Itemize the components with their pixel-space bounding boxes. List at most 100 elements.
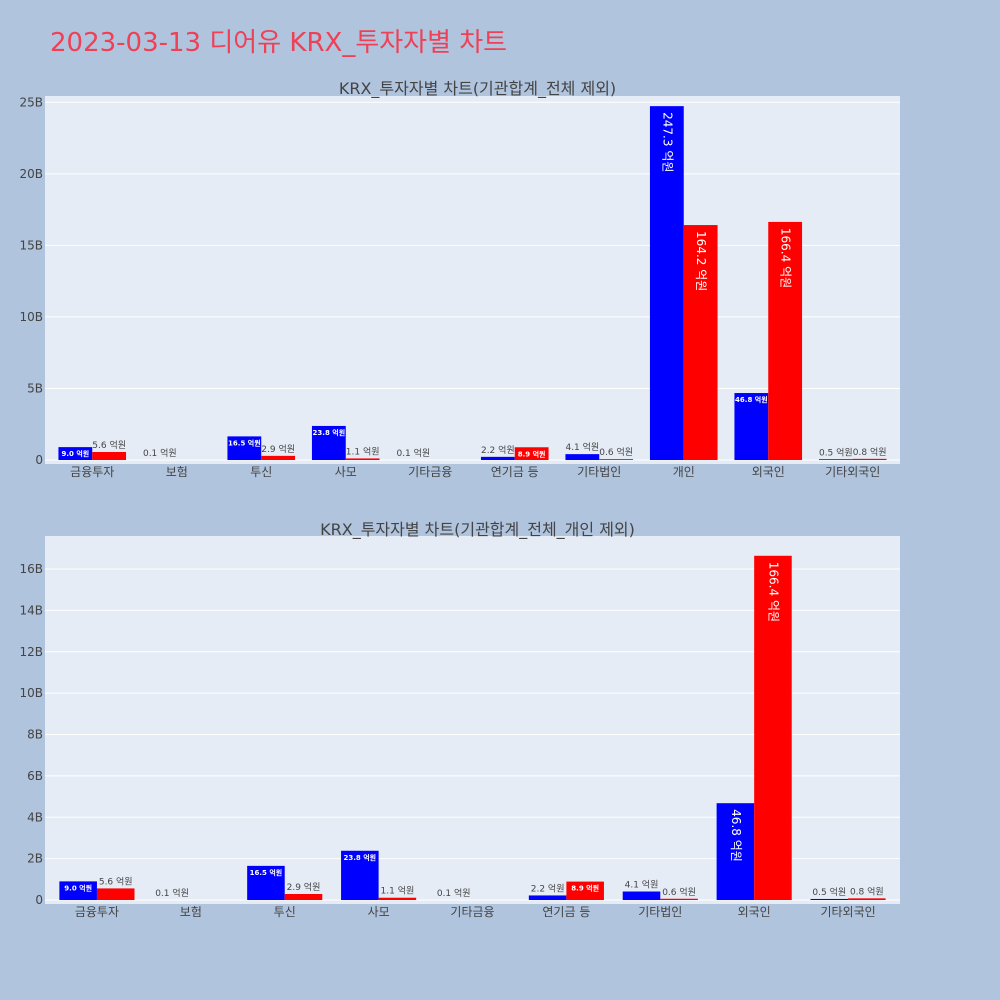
bar [480,456,515,460]
x-tick-label: 기타법인 [638,905,682,919]
x-tick-label: 사모 [335,465,357,479]
bar [660,898,698,900]
data-label: 8.9 억원 [518,449,546,458]
y-tick-label: 8B [27,728,43,742]
data-label: 0.1 억원 [437,887,471,899]
data-label: 2.9 억원 [261,443,295,455]
bar [565,454,600,460]
data-label: 0.6 억원 [599,446,633,458]
chart-panel-2: KRX_투자자별 차트(기관합계_전체_개인 제외) 0 2B 4B 6B 8B 10B 12… [19,520,900,919]
data-label: 0.5 억원 [819,446,853,458]
data-label: 8.9 억원 [571,884,599,893]
bar [566,881,604,900]
bar [59,881,97,900]
y-tick-label: 14B [19,603,43,617]
x-tick-label: 연기금 등 [542,905,590,919]
data-label: 0.1 억원 [143,447,177,459]
y-tick-label: 16B [19,562,43,576]
bar [734,393,769,460]
data-label: 4.1 억원 [625,879,659,891]
x-tick-label: 보험 [166,465,188,479]
y-tick-label: 10B [19,686,43,700]
bar [92,451,127,460]
x-tick-label: 외국인 [752,465,785,479]
bar [227,436,262,460]
bar [852,458,887,460]
chart-title: KRX_투자자별 차트(기관합계_전체 제외) [339,79,616,99]
data-label: 23.8 억원 [344,853,377,862]
data-label: 16.5 억원 [228,438,261,447]
data-label: 0.1 억원 [396,447,430,459]
y-tick-label: 10B [19,310,43,324]
x-tick-label: 투신 [250,465,272,479]
data-label: 0.1 억원 [155,887,189,899]
bar [528,895,567,900]
x-tick-label: 보험 [180,905,202,919]
data-label: 0.8 억원 [850,885,884,897]
x-tick-label: 기타금융 [408,465,452,479]
data-label: 5.6 억원 [99,875,133,887]
data-label: 166.4 억원 [766,562,780,622]
y-tick-label: 15B [19,238,43,252]
chart-title: KRX_투자자별 차트(기관합계_전체_개인 제외) [320,520,635,540]
y-tick-label: 25B [19,95,43,109]
bar [810,898,849,900]
bar [284,894,323,900]
bar [247,865,285,900]
data-label: 0.8 억원 [853,446,887,458]
bar [754,555,792,900]
data-label: 46.8 억원 [729,809,743,862]
bar [716,803,755,900]
y-tick-label: 0 [35,453,43,467]
data-label: 247.3 억원 [660,112,674,172]
data-label: 2.2 억원 [481,444,515,456]
data-label: 166.4 억원 [779,228,793,288]
y-tick-label: 5B [27,381,43,395]
y-tick-label: 4B [27,810,43,824]
data-label: 2.2 억원 [531,882,565,894]
data-label: 9.0 억원 [61,449,89,458]
data-label: 1.1 억원 [346,445,380,457]
bar [683,225,718,460]
bar [818,459,853,460]
bar [649,106,684,460]
y-tick-label: 2B [27,852,43,866]
x-tick-label: 개인 [673,465,695,479]
bar [848,898,886,900]
data-label: 23.8 억원 [313,428,346,437]
x-tick-label: 연기금 등 [491,465,539,479]
x-tick-label: 금융투자 [70,465,114,479]
chart-panel-1: KRX_투자자별 차트(기관합계_전체 제외) 0 5B 10B 15B 20B 25B 금융… [19,79,900,479]
data-label: 46.8 억원 [735,395,768,404]
y-tick-label: 12B [19,645,43,659]
data-label: 164.2 억원 [694,231,708,291]
bar [311,425,346,460]
page-title: 2023-03-13 디어유 KRX_투자자별 차트 [50,28,508,58]
x-tick-label: 사모 [368,905,390,919]
x-tick-label: 외국인 [738,905,771,919]
data-label: 16.5 억원 [250,868,283,877]
bar [514,447,549,460]
data-label: 5.6 억원 [92,439,126,451]
bar [341,850,379,900]
bar [345,458,380,460]
bar [622,891,661,900]
x-tick-label: 금융투자 [75,905,119,919]
x-tick-label: 투신 [274,905,296,919]
data-label: 0.5 억원 [812,886,846,898]
data-label: 4.1 억원 [565,441,599,453]
data-label: 0.6 억원 [662,886,696,898]
bar [58,447,93,460]
bar [378,897,417,900]
data-label: 9.0 억원 [64,883,92,892]
x-tick-label: 기타외국인 [825,465,880,479]
y-tick-label: 6B [27,769,43,783]
x-tick-label: 기타금융 [450,905,494,919]
data-label: 1.1 억원 [381,885,415,897]
data-label: 2.9 억원 [287,881,321,893]
y-tick-label: 20B [19,167,43,181]
x-tick-label: 기타법인 [577,465,621,479]
bar [768,221,803,460]
y-tick-label: 0 [35,893,43,907]
